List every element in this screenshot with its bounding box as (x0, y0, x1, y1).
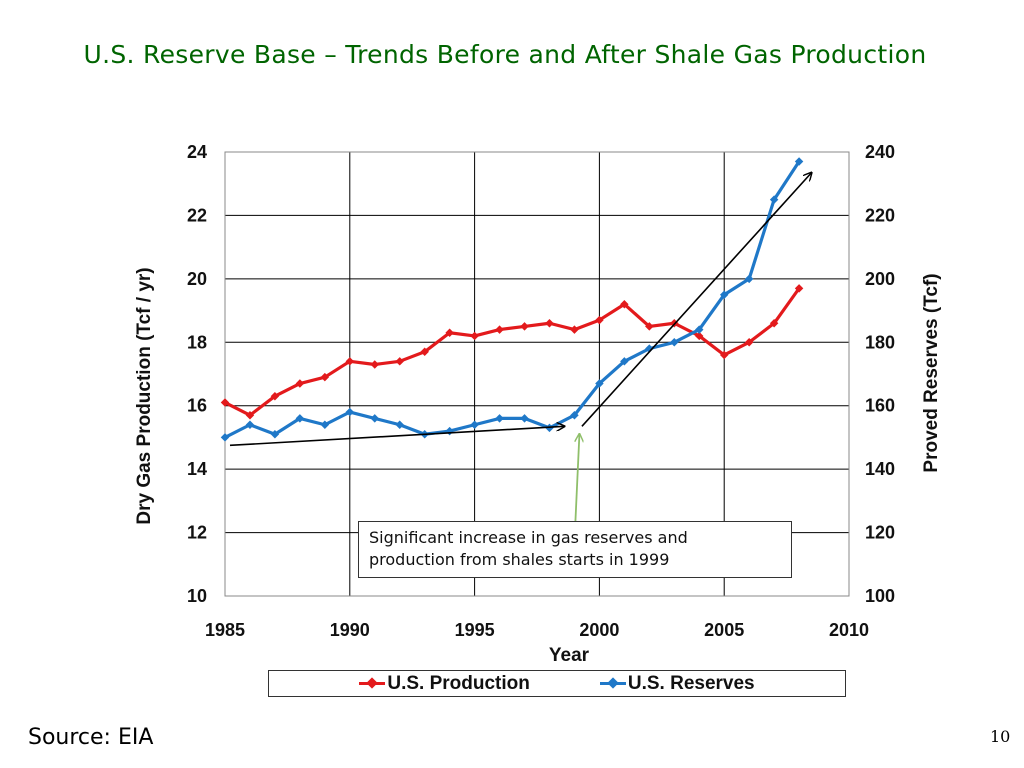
data-point-reserves (270, 430, 280, 439)
data-point-reserves (620, 357, 629, 366)
data-point-production (320, 372, 330, 382)
x-tick-label: 2000 (579, 620, 619, 640)
trend-arrow (229, 426, 564, 447)
y-tick-label: 14 (187, 459, 207, 479)
y2-tick-label: 180 (865, 332, 895, 352)
y2-tick-label: 120 (865, 523, 895, 543)
data-point-production (245, 410, 255, 420)
y-axis-left: 10 12 14 16 18 20 22 24 (187, 142, 207, 606)
y-axis-title: Dry Gas Production (Tcf / yr) (134, 267, 155, 524)
page-number: 10 (990, 727, 1011, 746)
data-point-reserves (445, 426, 454, 436)
data-point-reserves (744, 274, 754, 284)
data-point-production (545, 319, 554, 328)
data-point-production (295, 379, 305, 388)
annotation-pointer-arrow (574, 434, 579, 522)
legend-swatch-production (359, 677, 386, 689)
y2-axis-title: Proved Reserves (Tcf) (921, 273, 942, 472)
data-point-production (620, 299, 629, 309)
data-point-reserves (220, 433, 230, 442)
data-point-reserves (245, 420, 255, 429)
data-point-production (769, 319, 779, 328)
y-tick-label: 16 (187, 396, 207, 416)
slide-title: U.S. Reserve Base – Trends Before and Af… (83, 40, 927, 69)
data-point-production (270, 391, 280, 401)
x-tick-label: 1995 (455, 620, 495, 640)
data-point-reserves (345, 407, 355, 417)
legend-swatch-reserves (599, 677, 626, 689)
series-group (220, 157, 804, 442)
legend: U.S. Production U.S. Reserves (268, 670, 846, 697)
data-point-production (445, 328, 454, 338)
trend-arrows (229, 173, 812, 522)
annotation-text-line2: production from shales starts in 1999 (369, 550, 670, 569)
x-tick-label: 2005 (704, 620, 744, 640)
data-point-reserves (370, 414, 380, 423)
x-axis: 1985 1990 1995 2000 2005 2010 (205, 620, 869, 640)
y-tick-label: 12 (187, 523, 207, 543)
y2-tick-label: 100 (865, 586, 895, 606)
legend-item-reserves: U.S. Reserves (599, 672, 755, 695)
x-tick-label: 2010 (829, 620, 869, 640)
data-point-production (794, 284, 804, 293)
data-point-production (694, 331, 704, 341)
data-point-reserves (295, 414, 305, 423)
series-line-reserves (224, 160, 801, 439)
annotation-box: Significant increase in gas reserves and… (358, 521, 792, 578)
y2-tick-label: 160 (865, 396, 895, 416)
data-point-production (570, 325, 579, 334)
data-point-reserves (719, 290, 729, 299)
data-point-production (420, 347, 429, 357)
y-tick-label: 20 (187, 269, 207, 289)
data-point-reserves (645, 344, 654, 353)
data-point-production (395, 357, 404, 366)
data-point-production (645, 322, 654, 331)
y2-tick-label: 140 (865, 459, 895, 479)
data-point-reserves (470, 420, 479, 429)
x-tick-label: 1985 (205, 620, 245, 640)
data-point-reserves (320, 420, 330, 429)
data-point-production (495, 325, 504, 334)
legend-label-reserves: U.S. Reserves (627, 672, 755, 694)
data-point-reserves (495, 414, 504, 423)
series-line-production (224, 287, 801, 417)
legend-label-production: U.S. Production (387, 672, 530, 694)
legend-item-production: U.S. Production (359, 673, 530, 695)
data-point-production (370, 360, 380, 369)
data-point-reserves (520, 414, 529, 423)
annotation-text-line1: Significant increase in gas reserves and (369, 528, 688, 547)
data-point-reserves (694, 325, 704, 334)
y2-tick-label: 220 (865, 205, 895, 225)
data-point-production (719, 350, 729, 360)
y-tick-label: 18 (187, 332, 207, 352)
source-note: Source: EIA (28, 725, 154, 750)
y2-tick-label: 240 (865, 142, 895, 162)
data-point-reserves (670, 338, 679, 347)
data-point-reserves (570, 410, 579, 420)
data-point-reserves (595, 379, 604, 388)
data-point-production (744, 338, 754, 347)
y-tick-label: 10 (187, 586, 207, 606)
y-axis-right: 100 120 140 160 180 200 220 240 (865, 142, 895, 606)
y2-tick-label: 200 (865, 269, 895, 289)
plot-frame (224, 151, 850, 597)
data-point-production (220, 398, 230, 407)
data-point-reserves (395, 420, 404, 429)
data-point-production (345, 357, 355, 366)
data-point-production (470, 331, 479, 341)
data-point-production (595, 315, 604, 325)
y-tick-label: 22 (187, 205, 207, 225)
x-axis-title: Year (549, 645, 590, 666)
trend-arrow (581, 173, 812, 427)
x-tick-label: 1990 (330, 620, 370, 640)
y-tick-label: 24 (187, 142, 207, 162)
data-point-production (520, 322, 529, 331)
